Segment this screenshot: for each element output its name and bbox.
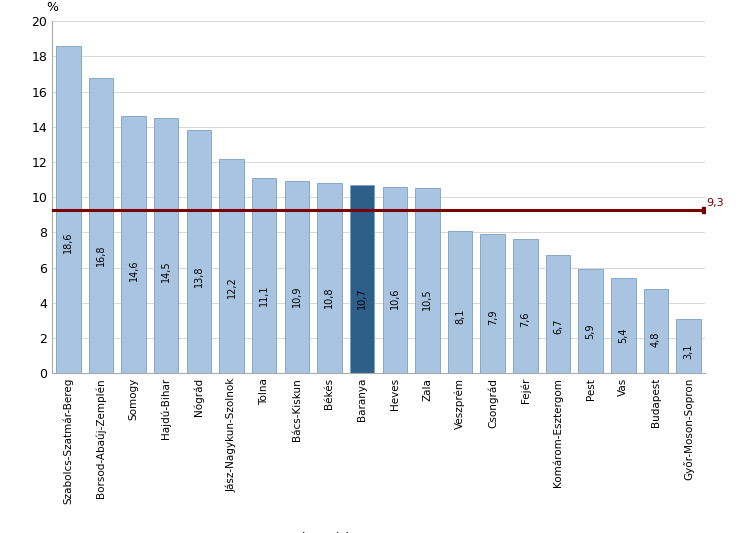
- Bar: [677, 319, 700, 373]
- Text: 10,8: 10,8: [324, 286, 335, 308]
- Bar: [187, 131, 211, 373]
- Bar: [611, 278, 635, 373]
- Text: 5,9: 5,9: [585, 324, 596, 340]
- Text: 6,7: 6,7: [553, 318, 563, 334]
- Text: 4,8: 4,8: [651, 332, 661, 347]
- Bar: [318, 183, 341, 373]
- Text: 14,6: 14,6: [128, 260, 139, 281]
- Bar: [220, 158, 243, 373]
- Text: %: %: [46, 1, 58, 14]
- Bar: [252, 178, 276, 373]
- Text: 10,7: 10,7: [357, 287, 367, 309]
- Bar: [416, 188, 439, 373]
- Legend: Országos átlag: Országos átlag: [231, 527, 370, 533]
- Bar: [578, 269, 603, 373]
- Bar: [481, 234, 505, 373]
- Text: 16,8: 16,8: [96, 244, 106, 265]
- Text: 10,5: 10,5: [422, 288, 433, 310]
- Text: 10,6: 10,6: [390, 288, 400, 309]
- Bar: [285, 181, 309, 373]
- Text: 12,2: 12,2: [226, 277, 237, 298]
- Bar: [122, 116, 145, 373]
- Text: 14,5: 14,5: [161, 260, 171, 282]
- Text: 13,8: 13,8: [194, 265, 204, 287]
- Text: 18,6: 18,6: [63, 231, 73, 253]
- Bar: [448, 231, 472, 373]
- Bar: [383, 187, 407, 373]
- Text: 5,4: 5,4: [618, 327, 628, 343]
- Text: 8,1: 8,1: [455, 309, 465, 324]
- Bar: [643, 289, 668, 373]
- Text: 7,9: 7,9: [487, 310, 498, 325]
- Bar: [89, 78, 113, 373]
- Text: 11,1: 11,1: [259, 284, 269, 306]
- Bar: [513, 239, 537, 373]
- Bar: [56, 46, 81, 373]
- Bar: [154, 118, 178, 373]
- Text: 9,3: 9,3: [706, 198, 724, 208]
- Text: 7,6: 7,6: [520, 312, 531, 327]
- Bar: [350, 185, 374, 373]
- Text: 10,9: 10,9: [292, 286, 302, 307]
- Text: 3,1: 3,1: [683, 344, 694, 359]
- Bar: [546, 255, 570, 373]
